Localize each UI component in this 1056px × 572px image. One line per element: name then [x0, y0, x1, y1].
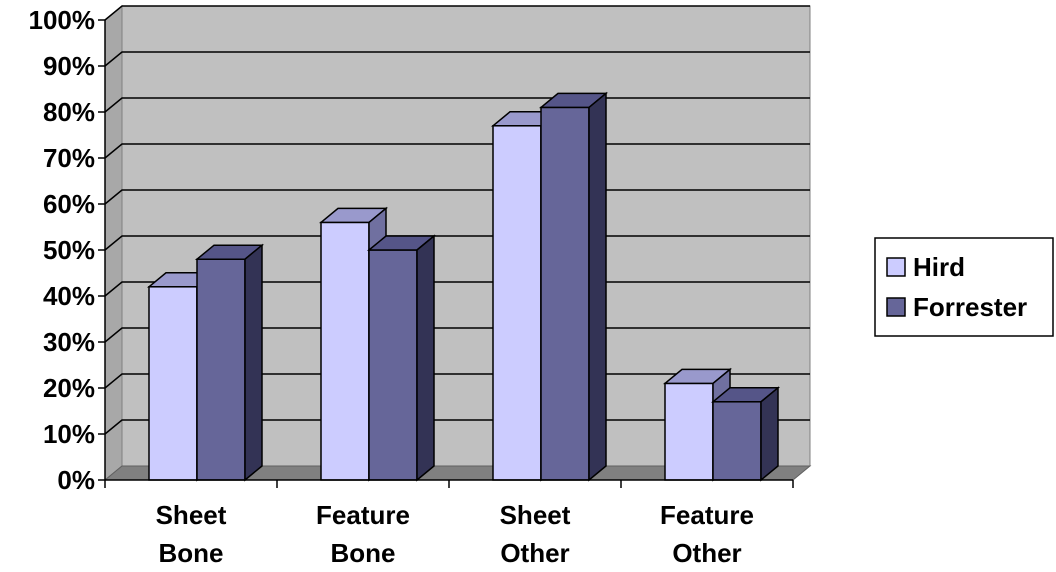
- gridline: [104, 51, 810, 67]
- legend-swatch-forrester: [886, 297, 906, 317]
- y-tick-label: 30%: [43, 327, 95, 357]
- y-tick-label: 20%: [43, 373, 95, 403]
- bar-front: [712, 401, 762, 481]
- y-tick-label: 10%: [43, 419, 95, 449]
- legend: Hird Forrester: [874, 237, 1054, 337]
- bar-forrester-1: [366, 234, 437, 482]
- bar-front: [492, 125, 542, 481]
- y-tick-label: 100%: [29, 5, 96, 35]
- y-tick-label: 60%: [43, 189, 95, 219]
- bars: [146, 91, 781, 482]
- x-tick-label: Other: [500, 538, 569, 567]
- bar-front: [368, 249, 418, 481]
- y-tick-label: 70%: [43, 143, 95, 173]
- bar-side: [244, 243, 263, 482]
- legend-swatch-hird: [886, 257, 906, 277]
- bar-side: [416, 234, 435, 482]
- x-tick-label: Other: [672, 538, 741, 567]
- x-tick-label: Feature: [660, 500, 754, 530]
- axes: 0% 10% 20% 30% 40% 50% 60% 70% 80% 90% 100% Sheet Bo…: [29, 5, 794, 568]
- bar-side: [588, 91, 607, 482]
- bar-hird-3: [662, 367, 733, 482]
- x-tick-label: Sheet: [156, 500, 227, 530]
- x-tick-label: Sheet: [500, 500, 571, 530]
- y-tick-label: 80%: [43, 97, 95, 127]
- y-tick-label: 0%: [57, 465, 95, 495]
- bar-front: [320, 221, 370, 481]
- x-tick-label: Feature: [316, 500, 410, 530]
- bar-front: [540, 106, 590, 481]
- x-tick-label: Bone: [331, 538, 396, 567]
- legend-label-hird: Hird: [913, 252, 965, 282]
- bar-forrester-3: [710, 386, 781, 482]
- x-tick-label: Bone: [159, 538, 224, 567]
- gridline: [104, 5, 810, 21]
- y-tick-label: 90%: [43, 51, 95, 81]
- bar-forrester-0: [194, 243, 265, 482]
- bar-front: [196, 258, 246, 481]
- bar-forrester-2: [538, 91, 609, 482]
- legend-box: [874, 237, 1054, 337]
- y-tick-label: 50%: [43, 235, 95, 265]
- bar-front: [148, 286, 198, 481]
- bar-side: [760, 386, 779, 482]
- y-tick-label: 40%: [43, 281, 95, 311]
- bar-front: [664, 382, 714, 481]
- legend-label-forrester: Forrester: [913, 292, 1027, 322]
